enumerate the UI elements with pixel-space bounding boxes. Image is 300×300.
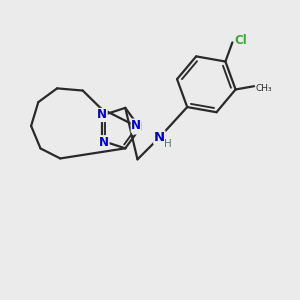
Text: Cl: Cl <box>234 34 247 47</box>
Text: N: N <box>99 136 109 149</box>
Text: N: N <box>133 121 142 134</box>
Text: N: N <box>154 131 165 144</box>
Text: N: N <box>97 109 107 122</box>
Text: H: H <box>164 140 172 149</box>
Text: CH₃: CH₃ <box>256 84 272 93</box>
Text: N: N <box>131 119 141 132</box>
